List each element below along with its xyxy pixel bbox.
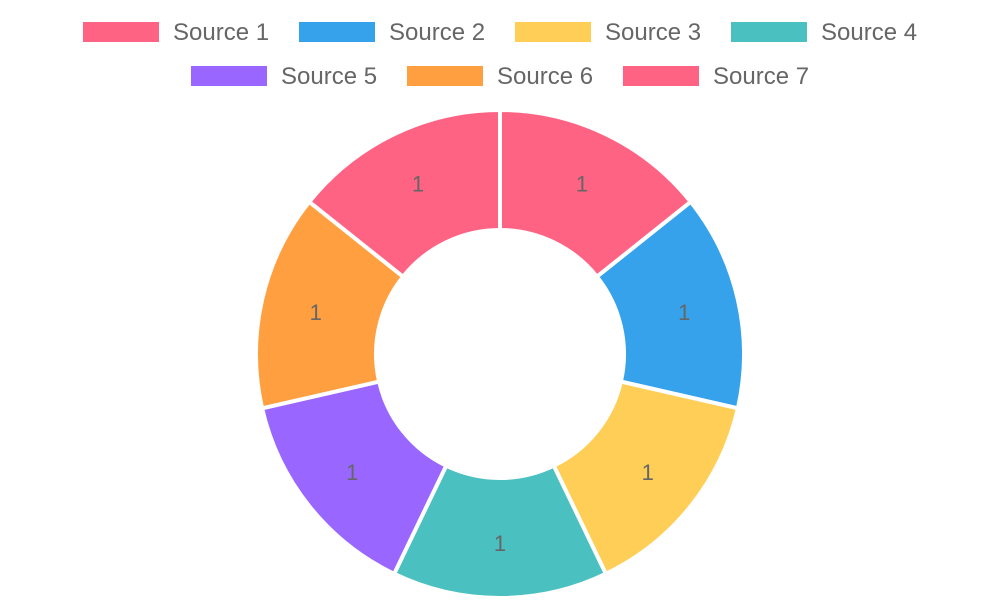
legend-item[interactable]: Source 3	[515, 19, 701, 46]
legend-swatch	[731, 22, 807, 42]
legend-swatch	[191, 66, 267, 86]
slice-value-label: 1	[494, 531, 506, 556]
doughnut-slice[interactable]	[594, 199, 746, 411]
slice-value-label: 1	[576, 172, 588, 197]
slice-value-label: 1	[642, 460, 654, 485]
legend-swatch	[407, 66, 483, 86]
legend-swatch	[515, 22, 591, 42]
legend-swatch	[299, 22, 375, 42]
legend-item[interactable]: Source 1	[83, 19, 269, 46]
legend-swatch	[623, 66, 699, 86]
doughnut-slice[interactable]	[392, 463, 608, 600]
slice-value-label: 1	[678, 300, 690, 325]
legend-label: Source 7	[713, 63, 809, 90]
legend-label: Source 6	[497, 63, 593, 90]
doughnut-slice[interactable]	[307, 108, 502, 279]
doughnut-slice[interactable]	[260, 379, 449, 576]
chart-data-labels: 1 1 1 1 1 1 1	[310, 172, 691, 556]
legend-label: Source 2	[389, 19, 485, 46]
slice-value-label: 1	[310, 300, 322, 325]
legend-label: Source 5	[281, 63, 377, 90]
legend-label: Source 4	[821, 19, 917, 46]
doughnut-slice[interactable]	[498, 108, 693, 279]
legend-item[interactable]: Source 6	[407, 63, 593, 90]
legend-label: Source 1	[173, 19, 269, 46]
legend-item[interactable]: Source 2	[299, 19, 485, 46]
legend-item[interactable]: Source 4	[731, 19, 917, 46]
slice-value-label: 1	[412, 172, 424, 197]
legend-label: Source 3	[605, 19, 701, 46]
chart-legend: Source 1 Source 2 Source 3 Source 4 Source 5…	[83, 19, 917, 90]
legend-item[interactable]: Source 7	[623, 63, 809, 90]
legend-item[interactable]: Source 5	[191, 63, 377, 90]
doughnut-slice[interactable]	[551, 379, 740, 576]
legend-swatch	[83, 22, 159, 42]
doughnut-slice[interactable]	[254, 199, 406, 411]
slice-value-label: 1	[346, 460, 358, 485]
chart-slices	[254, 108, 746, 600]
